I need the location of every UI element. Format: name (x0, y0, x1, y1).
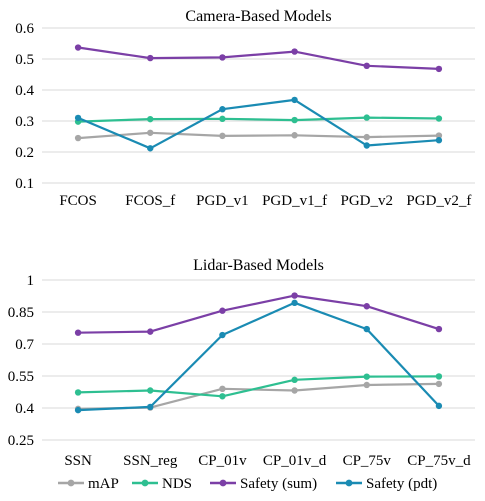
x-tick-label: CP_01v_d (263, 453, 327, 469)
x-tick-label: PGD_v2 (340, 193, 393, 209)
y-tick-label: 1 (27, 273, 35, 289)
x-tick-label: SSN (64, 453, 92, 469)
series-line-nds (78, 375, 439, 398)
x-tick-label: CP_75v_d (407, 453, 471, 469)
data-point-safety-pdt (363, 142, 370, 149)
data-point-safety-sum (435, 325, 443, 333)
camera-models-chart: Camera-Based Models 0.1 0.2 0.3 0.4 0.5 0.6 FCO… (15, 8, 475, 209)
data-point-safety-sum (147, 54, 154, 62)
data-point-safety-pdt (147, 403, 154, 411)
data-point-safety-sum (291, 292, 298, 299)
legend-swatch-marker (345, 479, 353, 487)
chart-title: Lidar-Based Models (193, 257, 324, 274)
data-point-nds (219, 393, 226, 400)
data-point-safety-sum (435, 65, 443, 73)
data-point-nds (435, 373, 443, 380)
x-tick-label: PGD_v2_f (406, 193, 471, 209)
series-line-map (78, 131, 439, 140)
data-point-safety-pdt (291, 96, 298, 104)
x-tick-label: SSN_reg (123, 453, 178, 469)
data-point-nds (219, 115, 226, 123)
legend: mAP NDS Safety (sum) Safety (pdt) (58, 476, 437, 492)
data-point-map (219, 132, 226, 140)
series-line-safety-pdt (77, 98, 439, 150)
data-point-safety-sum (147, 328, 154, 335)
data-point-safety-sum (363, 62, 370, 70)
data-point-nds (363, 373, 370, 380)
y-tick-label: 0.1 (15, 176, 34, 192)
y-tick-label: 0.7 (15, 337, 34, 353)
y-tick-label: 0.5 (15, 52, 34, 68)
y-tick-label: 0.2 (15, 145, 34, 161)
data-point-safety-sum (291, 48, 298, 55)
data-point-safety-sum (74, 44, 82, 51)
data-point-map (435, 380, 443, 388)
data-point-nds (147, 115, 154, 123)
series-line-safety-pdt (78, 301, 440, 412)
series-line-nds (78, 116, 439, 123)
data-point-safety-pdt (291, 299, 298, 307)
data-point-map (291, 387, 298, 394)
data-point-nds (435, 115, 443, 122)
data-point-map (363, 133, 370, 141)
data-point-map (291, 132, 298, 139)
x-tick-label: PGD_v1 (196, 193, 249, 209)
data-point-nds (291, 376, 298, 384)
data-point-nds (291, 116, 298, 124)
data-point-map (363, 381, 370, 389)
data-point-map (435, 132, 443, 139)
x-tick-label: FCOS (59, 193, 97, 209)
data-point-map (147, 129, 154, 136)
y-tick-label: 0.85 (8, 305, 34, 321)
y-tick-label: 0.25 (8, 433, 34, 449)
data-point-safety-sum (219, 307, 226, 314)
y-tick-label: 0.3 (15, 114, 34, 130)
data-point-safety-pdt (219, 106, 226, 113)
data-point-nds (147, 387, 154, 394)
series-line-safety-sum (78, 294, 440, 334)
data-point-safety-pdt (219, 331, 226, 339)
series-line-safety-sum (77, 46, 439, 70)
legend-swatch-marker (141, 479, 149, 487)
data-point-nds (363, 114, 370, 121)
legend-label: Safety (pdt) (366, 476, 437, 492)
y-tick-label: 0.55 (8, 369, 34, 385)
y-tick-label: 0.4 (15, 83, 34, 99)
lidar-models-chart: Lidar-Based Models 0.25 0.4 0.55 0.7 0.85 1 SSN… (8, 257, 475, 469)
legend-label: mAP (88, 476, 119, 492)
data-point-safety-sum (219, 54, 226, 61)
x-tick-label: PGD_v1_f (262, 193, 327, 209)
x-tick-label: CP_01v (198, 453, 247, 469)
data-point-safety-pdt (147, 145, 154, 152)
x-tick-label: FCOS_f (125, 193, 175, 209)
data-point-safety-pdt (363, 325, 370, 333)
data-point-map (219, 385, 226, 392)
chart-title: Camera-Based Models (185, 8, 331, 25)
data-point-safety-pdt (74, 114, 82, 122)
legend-label: Safety (sum) (240, 476, 317, 492)
y-tick-label: 0.6 (15, 21, 34, 37)
data-point-safety-pdt (74, 406, 82, 414)
x-tick-label: CP_75v (343, 453, 392, 469)
legend-swatch-marker (219, 479, 227, 487)
data-point-safety-sum (74, 329, 82, 336)
data-point-map (74, 134, 82, 142)
legend-label: NDS (162, 476, 192, 492)
legend-swatch-marker (67, 479, 75, 487)
data-point-safety-pdt (435, 402, 443, 410)
y-tick-label: 0.4 (15, 401, 34, 417)
data-point-nds (74, 389, 82, 396)
data-point-safety-sum (363, 303, 370, 310)
data-point-safety-pdt (435, 137, 443, 144)
